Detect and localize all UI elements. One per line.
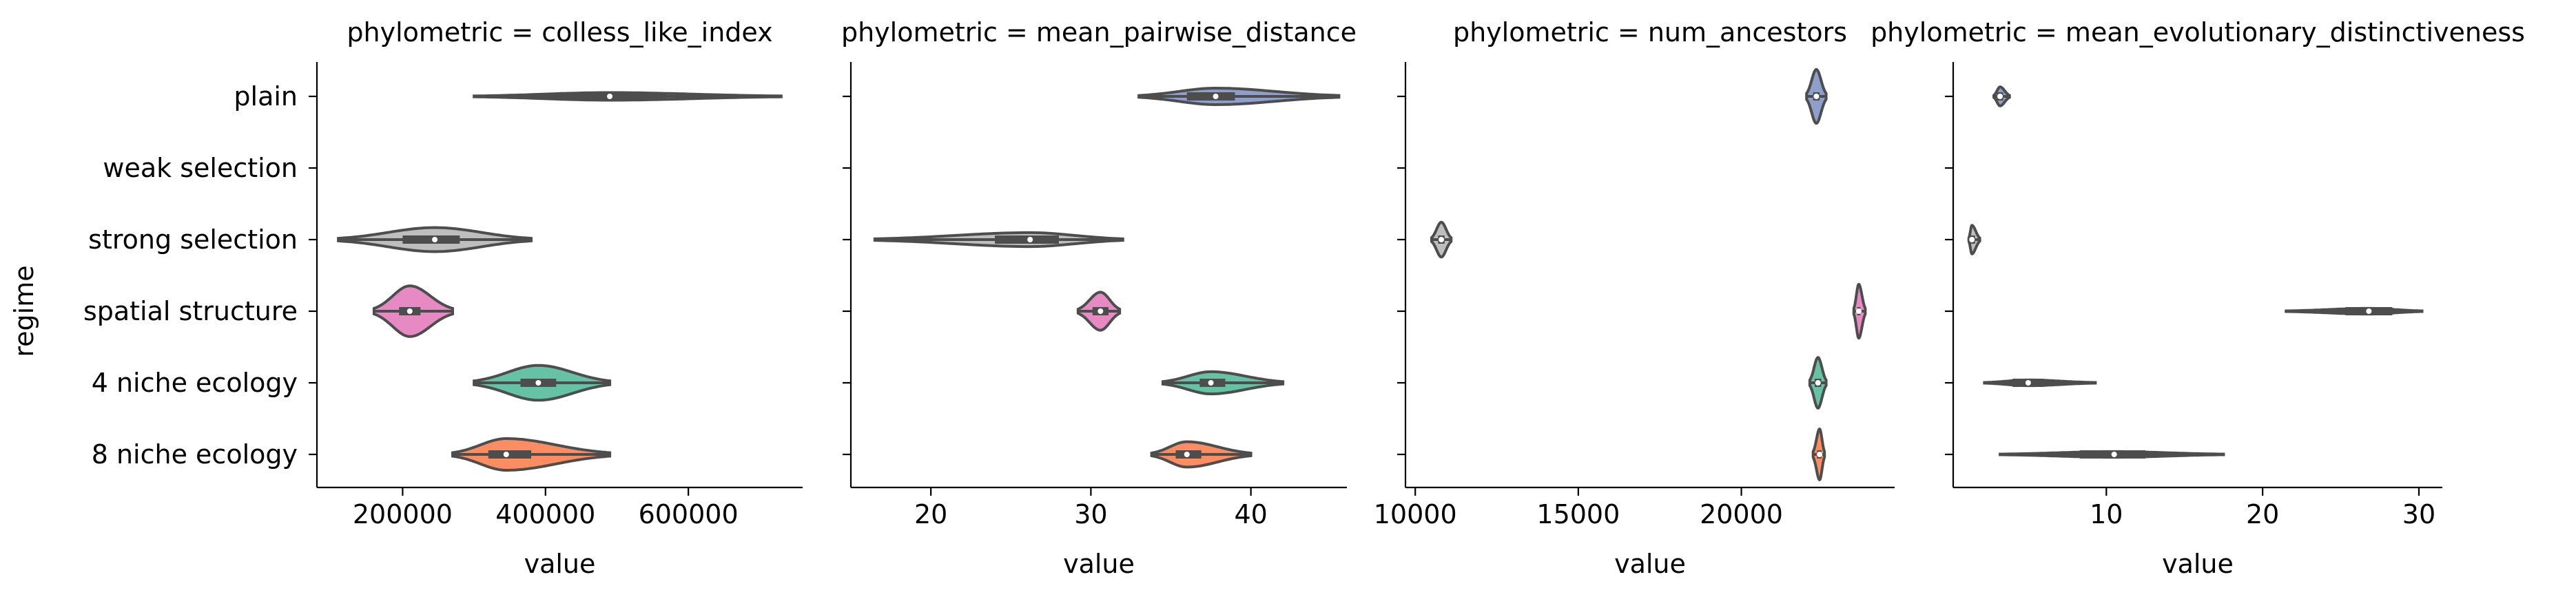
panel-title: phylometric = colless_like_index	[347, 17, 772, 48]
violin-4-niche-ecology	[473, 364, 612, 402]
violin-8-niche-ecology	[1999, 450, 2225, 459]
violin-median	[1184, 452, 1190, 457]
x-tick-label: 30	[2402, 499, 2435, 529]
x-axis-label: value	[1614, 549, 1686, 579]
x-tick-label: 10	[2090, 499, 2123, 529]
y-tick-label-4-niche-ecology: 4 niche ecology	[92, 368, 298, 398]
violin-median	[1969, 237, 1975, 242]
violin-median	[1813, 94, 1820, 99]
violin-median	[1439, 237, 1445, 242]
violin-median	[406, 308, 413, 314]
violin-median	[1098, 308, 1104, 314]
violin-plain	[1137, 86, 1341, 107]
violin-median	[2111, 452, 2117, 457]
violin-iqr-box	[402, 235, 460, 244]
violin-strong-selection	[1967, 224, 1981, 255]
x-tick-label: 20	[914, 499, 947, 529]
x-tick-label: 600000	[639, 499, 739, 529]
y-tick-label-plain: plain	[234, 81, 298, 112]
panel-title: phylometric = num_ancestors	[1453, 17, 1847, 48]
violin-median	[432, 237, 438, 242]
violin-strong-selection	[337, 226, 533, 253]
violin-median	[1817, 452, 1823, 457]
panel-3: phylometric = num_ancestors 10000 15000 200…	[1374, 17, 1895, 579]
y-tick-label-8-niche-ecology: 8 niche ecology	[92, 439, 298, 470]
violin-8-niche-ecology	[451, 437, 612, 472]
violin-median	[503, 452, 509, 457]
violin-iqr-box	[559, 92, 668, 101]
violin-plain	[1992, 85, 2011, 107]
violin-median	[607, 94, 613, 99]
violin-8-niche-ecology	[1811, 428, 1826, 481]
violin-median	[1997, 94, 2003, 99]
violin-4-niche-ecology	[1808, 356, 1828, 410]
x-tick-label: 40	[1234, 499, 1267, 529]
violin-iqr-box	[995, 235, 1059, 244]
x-tick-label: 400000	[495, 499, 595, 529]
x-tick-label: 30	[1074, 499, 1107, 529]
x-tick-label: 10000	[1374, 499, 1457, 529]
x-axis-label: value	[1063, 549, 1135, 579]
x-tick-label: 200000	[353, 499, 453, 529]
violin-median	[1815, 380, 1821, 386]
x-tick-label: 20000	[1700, 499, 1783, 529]
violin-median	[1027, 237, 1033, 242]
panel-1: phylometric = colless_like_index 200000 40…	[309, 17, 803, 579]
violin-median	[2025, 380, 2031, 386]
violin-plain	[473, 91, 783, 102]
violin-8-niche-ecology	[1150, 440, 1253, 469]
y-tick-label-spatial-structure: spatial structure	[83, 296, 298, 326]
violin-median	[535, 380, 542, 386]
violin-strong-selection	[1430, 220, 1453, 259]
panel-4: phylometric = mean_evolutionary_distinct…	[1871, 17, 2525, 579]
panel-title: phylometric = mean_evolutionary_distinct…	[1871, 17, 2525, 48]
violin-plain	[1805, 67, 1828, 125]
y-axis-label: regime	[9, 265, 39, 357]
violin-iqr-box	[1186, 92, 1235, 101]
violin-spatial-structure	[1852, 282, 1867, 340]
violin-4-niche-ecology	[1983, 378, 2097, 388]
panel-title: phylometric = mean_pairwise_distance	[841, 17, 1357, 48]
violin-median	[1208, 380, 1214, 386]
violin-strong-selection	[873, 231, 1124, 249]
violin-median	[2366, 308, 2372, 314]
violin-median	[1213, 94, 1219, 99]
violin-4-niche-ecology	[1161, 370, 1285, 396]
violin-median	[1855, 308, 1862, 314]
x-axis-label: value	[2162, 549, 2234, 579]
panel-2: phylometric = mean_pairwise_distance 20 30…	[841, 17, 1357, 579]
violin-iqr-box	[488, 450, 532, 459]
violin-spatial-structure	[372, 284, 454, 338]
violin-spatial-structure	[1076, 291, 1122, 332]
y-tick-label-weak-selection: weak selection	[103, 153, 298, 183]
x-tick-label: 20	[2246, 499, 2279, 529]
violin-spatial-structure	[2285, 306, 2424, 316]
x-axis-label: value	[524, 549, 596, 579]
x-tick-label: 15000	[1536, 499, 1620, 529]
y-tick-label-strong-selection: strong selection	[88, 224, 298, 255]
